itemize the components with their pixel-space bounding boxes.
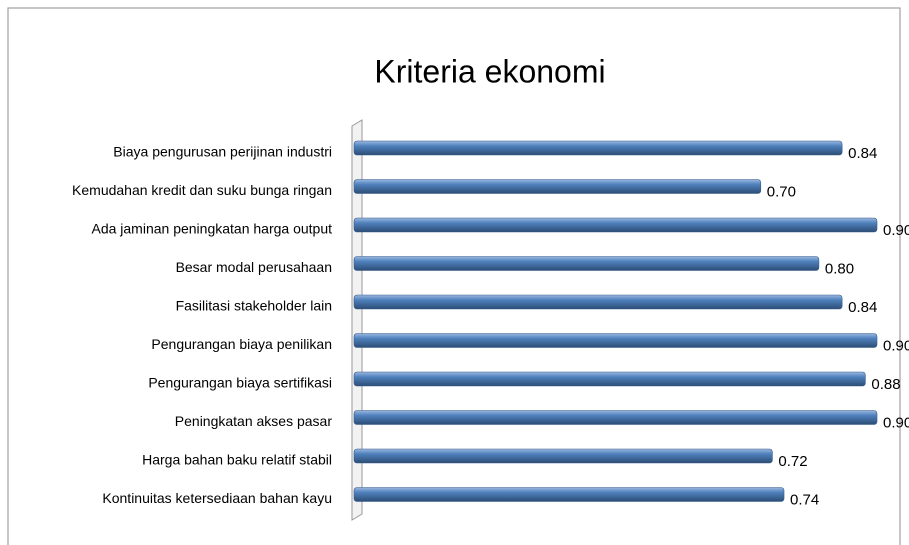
category-label: Besar modal perusahaan [176, 259, 332, 275]
category-label: Kemudahan kredit dan suku bunga ringan [72, 182, 332, 198]
bar [353, 410, 878, 425]
value-label: 0.70 [767, 183, 796, 200]
value-label: 0.80 [825, 260, 854, 277]
chart-title: Kriteria ekonomi [374, 53, 605, 89]
value-label: 0.90 [883, 414, 909, 431]
value-label: 0.90 [883, 337, 909, 354]
value-label: 0.74 [790, 491, 819, 508]
category-label: Pengurangan biaya penilikan [151, 336, 332, 352]
value-label: 0.84 [848, 299, 877, 316]
bar [353, 217, 878, 233]
bar [353, 333, 878, 348]
bar [353, 256, 820, 271]
chart-frame [7, 7, 901, 545]
value-label: 0.72 [778, 453, 807, 470]
bar [353, 140, 843, 156]
bar [353, 294, 843, 310]
value-label: 0.88 [871, 376, 900, 393]
bar [353, 487, 785, 502]
category-label: Ada jaminan peningkatan harga output [91, 221, 332, 237]
category-label: Harga bahan baku relatif stabil [142, 452, 332, 468]
category-label: Biaya pengurusan perijinan industri [113, 144, 332, 160]
category-label: Kontinuitas ketersediaan bahan kayu [102, 490, 332, 506]
category-label: Peningkatan akses pasar [175, 413, 333, 429]
bar [353, 371, 866, 387]
category-label: Fasilitasi stakeholder lain [176, 298, 332, 314]
category-label: Pengurangan biaya sertifikasi [148, 375, 332, 391]
value-label: 0.90 [883, 222, 909, 239]
value-label: 0.84 [848, 145, 877, 162]
bar [353, 448, 773, 464]
bar [353, 179, 762, 194]
